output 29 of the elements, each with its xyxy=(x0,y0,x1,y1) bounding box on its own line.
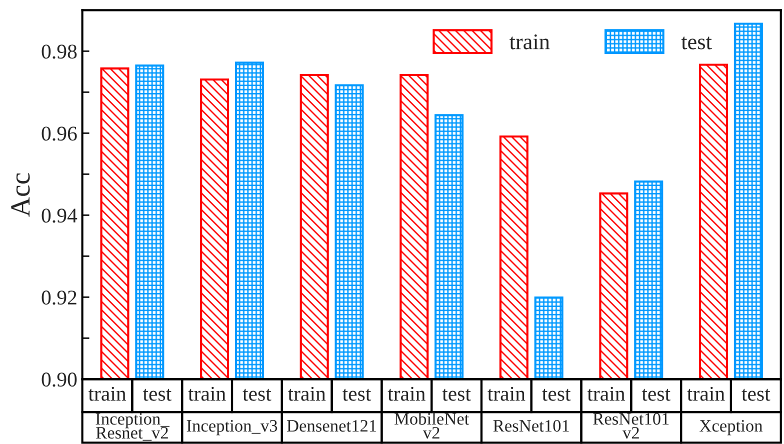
text: test xyxy=(542,388,571,401)
y-tick-label: 0.98 xyxy=(42,44,77,59)
x-tick-label: ResNet101 xyxy=(493,420,569,432)
y-tick-label: 0.92 xyxy=(42,290,76,305)
text: train xyxy=(88,386,126,401)
text: train xyxy=(587,386,625,401)
y-tick-label: 0.90 xyxy=(42,372,77,387)
text: train xyxy=(288,386,326,401)
x-tick-label: Inception_v3 xyxy=(186,420,278,436)
y-axis-title: Acc xyxy=(11,173,30,217)
y-tick-label: 0.94 xyxy=(42,208,78,223)
text: test xyxy=(742,388,770,401)
text: train xyxy=(687,386,725,401)
text: test xyxy=(442,388,471,401)
text: test xyxy=(642,388,670,401)
text: train xyxy=(188,386,226,401)
text: test xyxy=(142,388,172,401)
x-tick-label: MobileNet v2 xyxy=(394,412,470,439)
text: train xyxy=(388,386,426,401)
x-tick-label: Densenet121 xyxy=(286,420,376,432)
text: test xyxy=(342,388,372,401)
legend-label: train xyxy=(509,34,550,50)
x-tick-label: ResNet101 v2 xyxy=(593,413,669,439)
x-tick-label: Xception xyxy=(700,420,763,436)
text: test xyxy=(242,388,272,401)
y-tick-label: 0.96 xyxy=(42,126,77,141)
text: train xyxy=(488,386,526,401)
x-tick-label: Inception_ Resnet_v2 xyxy=(96,413,170,441)
legend-label: test xyxy=(681,36,712,50)
